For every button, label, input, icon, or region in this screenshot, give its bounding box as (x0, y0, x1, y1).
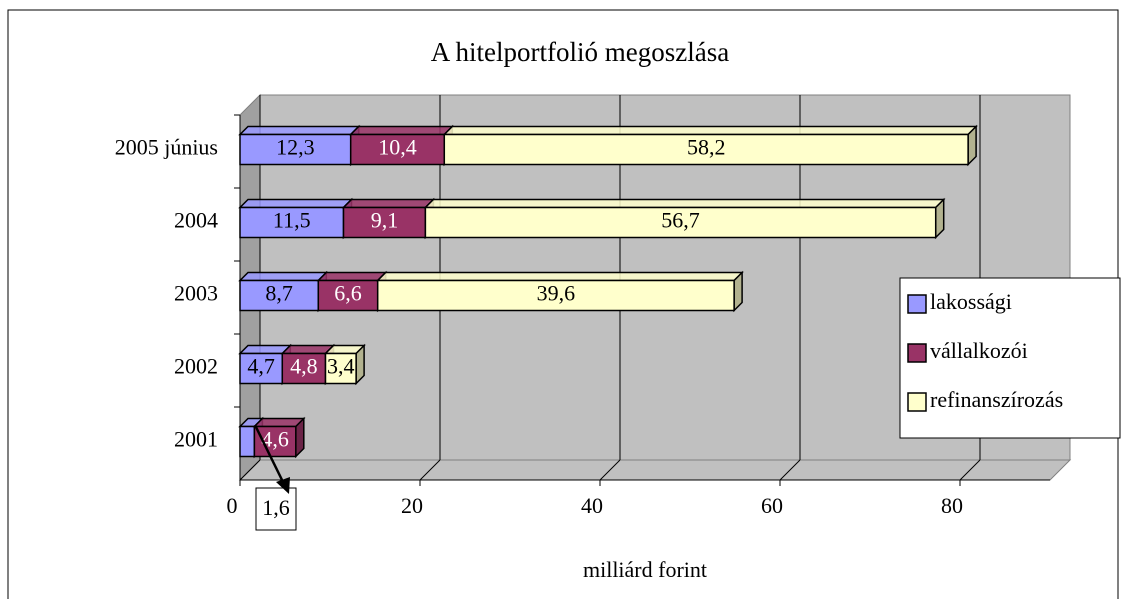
grid-line (599, 459, 621, 481)
callout-arrowhead (276, 477, 290, 494)
bar (423, 197, 946, 240)
bar-face (341, 198, 436, 209)
bar (442, 124, 978, 167)
data-label: 58,2 (687, 135, 726, 160)
callout-arrow (253, 424, 285, 483)
bar-face (238, 198, 354, 209)
data-label: 4,7 (247, 354, 275, 379)
bar-face (316, 271, 388, 282)
y-tick-label: 2003 (174, 281, 218, 306)
data-label: 9,1 (371, 208, 399, 233)
bar-face (375, 271, 744, 282)
data-label: 8,7 (265, 281, 293, 306)
x-tick-label: 40 (581, 493, 603, 518)
data-label: 56,7 (661, 208, 700, 233)
bar-face (324, 352, 357, 385)
grid-line (959, 459, 981, 481)
data-label: 10,4 (378, 135, 417, 160)
legend-swatch (907, 294, 927, 314)
data-label: 4,8 (290, 354, 318, 379)
bar-face (239, 425, 256, 458)
bar-face (253, 425, 297, 458)
legend-box (899, 277, 1121, 439)
bar-face (281, 352, 327, 385)
x-tick-label: 20 (401, 493, 423, 518)
y-tick-label: 2005 június (115, 135, 218, 160)
chart-title: A hitelportfolió megoszlása (431, 37, 729, 67)
bar-face (442, 125, 978, 136)
y-tick-label: 2004 (174, 208, 218, 233)
data-label: 3,4 (327, 354, 355, 379)
x-tick-label: 60 (761, 493, 783, 518)
y-tick-label: 2001 (174, 427, 218, 452)
grid-line (419, 459, 441, 481)
bar-face (342, 206, 427, 239)
bar-face (423, 198, 946, 209)
x-tick-label: 0 (227, 493, 238, 518)
bar (323, 343, 366, 386)
data-label: 11,5 (273, 208, 311, 233)
bar (252, 416, 306, 459)
x-tick-label: 80 (941, 493, 963, 518)
legend-label: lakossági (930, 289, 1012, 314)
data-label: 12,3 (276, 135, 315, 160)
bar-face (239, 279, 320, 312)
floor (238, 459, 1072, 481)
data-label: 39,6 (537, 281, 576, 306)
bar-face (424, 206, 937, 239)
bar (375, 270, 744, 313)
legend-swatch (907, 343, 927, 363)
legend-label: vállalkozói (930, 338, 1028, 363)
bar-face (376, 279, 735, 312)
data-label: 1,6 (262, 495, 290, 520)
bar-face (238, 271, 329, 282)
bar (238, 197, 354, 240)
x-axis-title: milliárd forint (583, 557, 707, 582)
legend-swatch (907, 392, 927, 412)
legend-label: refinanszírozás (930, 387, 1063, 412)
bar-face (443, 133, 969, 166)
y-tick-label: 2002 (174, 354, 218, 379)
grid-line (779, 459, 801, 481)
bar-face (239, 133, 352, 166)
bar-face (238, 125, 361, 136)
callout-box (255, 487, 297, 531)
grid-line (239, 459, 261, 481)
data-label: 6,6 (334, 281, 362, 306)
bar-face (348, 125, 455, 136)
